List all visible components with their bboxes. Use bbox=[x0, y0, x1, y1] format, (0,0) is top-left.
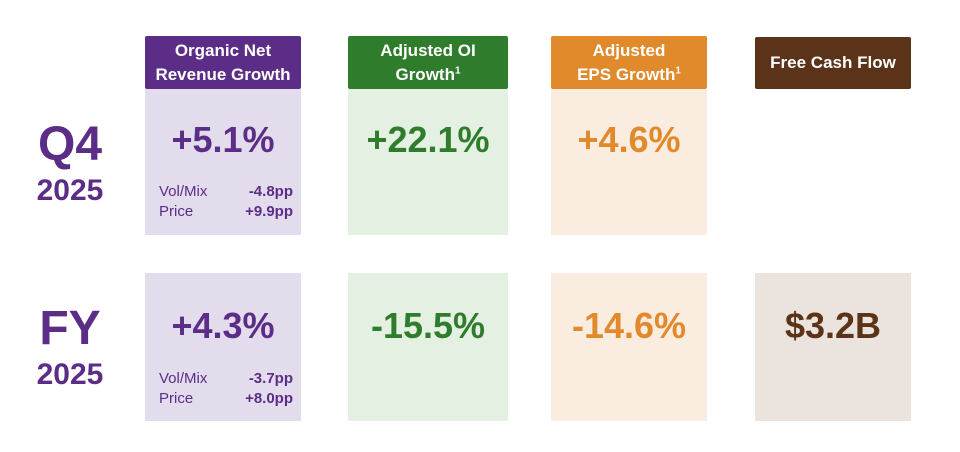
period-label-q4: Q4 2025 bbox=[0, 120, 140, 208]
period-name: FY bbox=[39, 302, 101, 355]
card-q4-eps: +4.6% bbox=[551, 89, 707, 235]
volmix-value: -4.8pp bbox=[248, 183, 293, 200]
value-fy-eps: -14.6% bbox=[571, 305, 687, 346]
header-organic-net-revenue-growth: Organic Net Revenue Growth bbox=[145, 36, 301, 89]
breakdown-q4: Vol/Mix -4.8pp Price +9.9pp bbox=[159, 182, 293, 222]
card-fy-eps: -14.6% bbox=[551, 273, 707, 421]
volmix-label: Vol/Mix bbox=[159, 183, 208, 200]
header-free-cash-flow: Free Cash Flow bbox=[755, 37, 911, 89]
price-value: +8.0pp bbox=[245, 390, 293, 407]
value-fy-oi: -15.5% bbox=[370, 305, 486, 346]
card-q4-oi: +22.1% bbox=[348, 89, 508, 235]
price-label: Price bbox=[159, 390, 194, 407]
card-fy-oi: -15.5% bbox=[348, 273, 508, 421]
value-fy-organic: +4.3% bbox=[171, 305, 275, 346]
card-q4-organic: +5.1% Vol/Mix -4.8pp Price +9.9pp bbox=[145, 89, 301, 235]
price-label: Price bbox=[159, 203, 194, 220]
card-fy-fcf: $3.2B bbox=[755, 273, 911, 421]
volmix-value: -3.7pp bbox=[248, 370, 293, 387]
value-q4-oi: +22.1% bbox=[366, 119, 490, 160]
price-value: +9.9pp bbox=[245, 203, 293, 220]
value-q4-organic: +5.1% bbox=[171, 119, 275, 160]
header-adjusted-eps-growth: Adjusted EPS Growth1 bbox=[551, 36, 707, 89]
period-name: Q4 bbox=[37, 118, 103, 171]
period-year: 2025 bbox=[36, 358, 104, 391]
header-adjusted-oi-growth: Adjusted OI Growth1 bbox=[348, 36, 508, 89]
value-q4-eps: +4.6% bbox=[577, 119, 681, 160]
period-year: 2025 bbox=[36, 174, 104, 207]
card-fy-organic: +4.3% Vol/Mix -3.7pp Price +8.0pp bbox=[145, 273, 301, 421]
period-label-fy: FY 2025 bbox=[0, 304, 140, 392]
value-fy-fcf: $3.2B bbox=[784, 305, 882, 346]
volmix-label: Vol/Mix bbox=[159, 370, 208, 387]
breakdown-fy: Vol/Mix -3.7pp Price +8.0pp bbox=[159, 369, 293, 409]
